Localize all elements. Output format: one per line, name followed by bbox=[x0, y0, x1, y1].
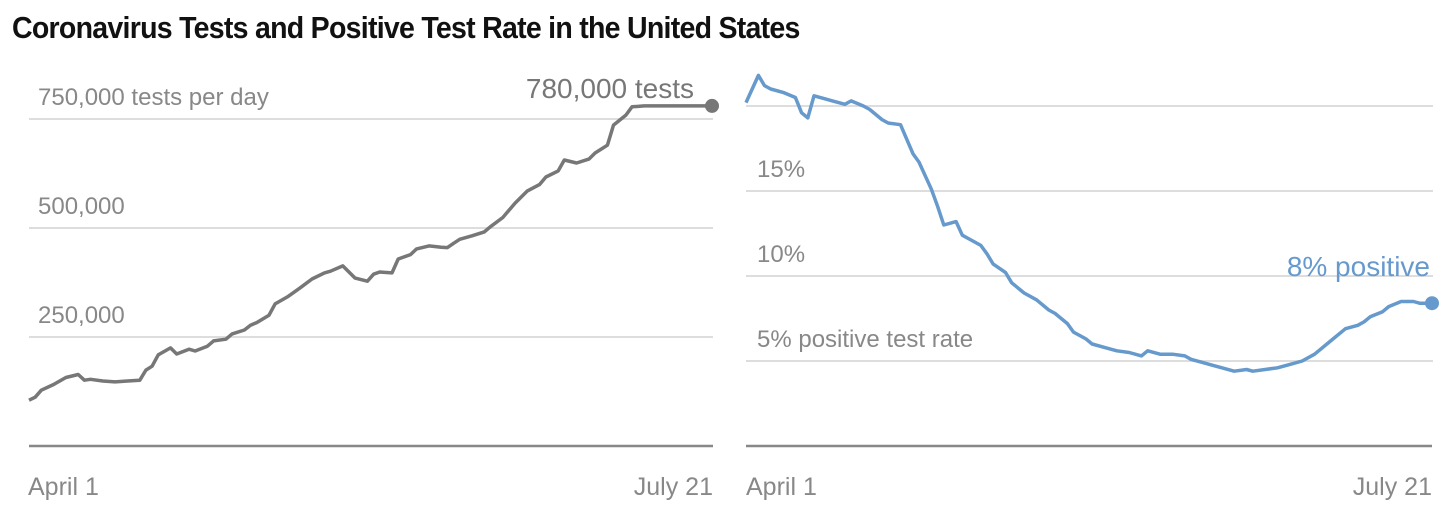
tests-x-tick-end: July 21 bbox=[634, 473, 713, 501]
tests-y-tick-label: 250,000 bbox=[38, 302, 125, 329]
tests-end-point bbox=[705, 98, 719, 113]
rate-annotation: 8% positive bbox=[1287, 251, 1430, 282]
tests-y-tick-label: 750,000 tests per day bbox=[38, 84, 269, 111]
rate-x-tick-end: July 21 bbox=[1353, 473, 1432, 501]
tests-y-tick-label: 500,000 bbox=[38, 193, 125, 220]
rate-gridlines bbox=[746, 105, 1433, 362]
tests-gridlines bbox=[29, 118, 713, 338]
rate-end-point bbox=[1425, 296, 1439, 311]
tests-chart: 250,000 500,000 750,000 tests per day Apri… bbox=[28, 73, 719, 501]
rate-y-tick-label: 15% bbox=[757, 156, 805, 183]
positive-rate-chart: 5% positive test rate 10% 15% April 1 July… bbox=[744, 73, 1439, 501]
tests-series-line bbox=[28, 104, 712, 402]
tests-annotation: 780,000 tests bbox=[526, 73, 694, 104]
rate-series-line bbox=[744, 73, 1432, 373]
rate-y-tick-labels: 5% positive test rate 10% 15% bbox=[757, 156, 973, 353]
rate-y-tick-label: 5% positive test rate bbox=[757, 326, 973, 353]
chart-title: Coronavirus Tests and Positive Test Rate… bbox=[12, 10, 800, 45]
tests-x-tick-start: April 1 bbox=[28, 473, 99, 501]
tests-y-tick-labels: 250,000 500,000 750,000 tests per day bbox=[38, 84, 269, 329]
rate-x-tick-start: April 1 bbox=[746, 473, 817, 501]
rate-y-tick-label: 10% bbox=[757, 241, 805, 268]
